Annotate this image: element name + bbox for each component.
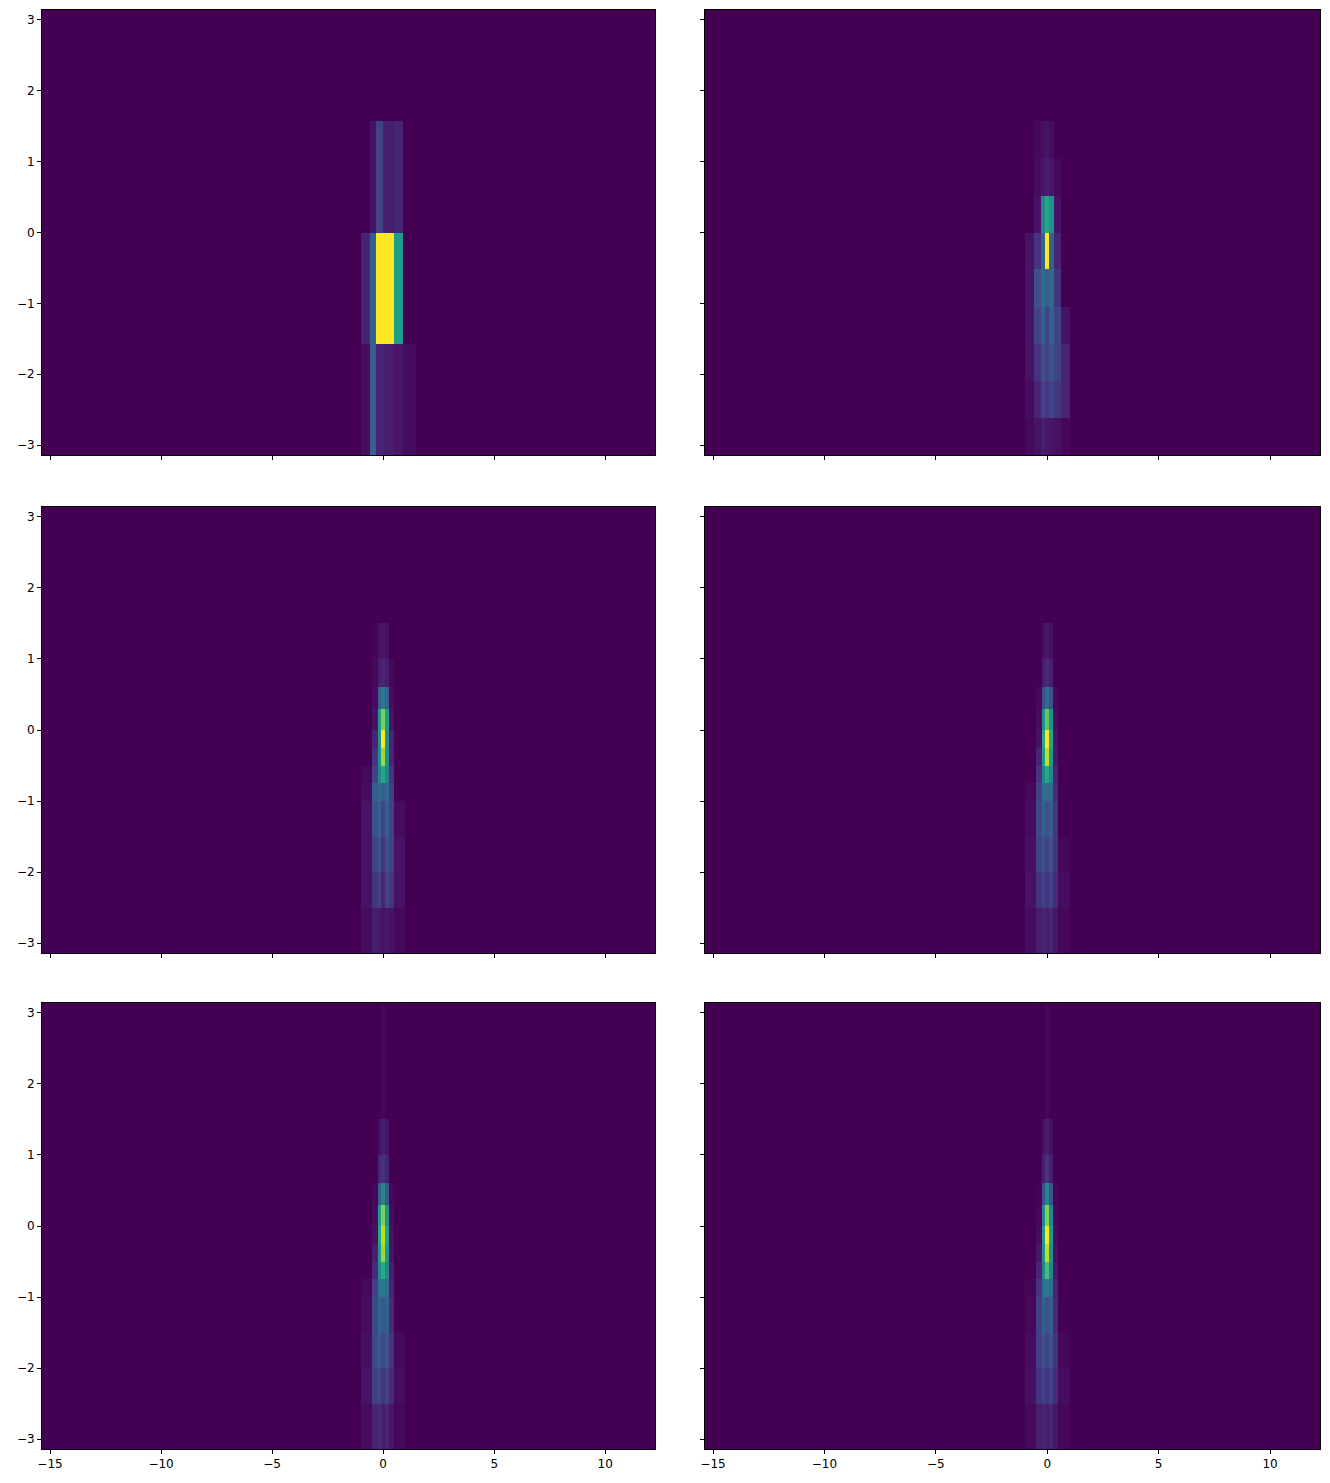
svg-text:5: 5 xyxy=(1155,1457,1163,1471)
svg-text:−5: −5 xyxy=(263,1457,281,1471)
svg-text:−15: −15 xyxy=(700,1457,725,1471)
svg-text:−10: −10 xyxy=(148,1457,173,1471)
svg-text:0: 0 xyxy=(1043,1457,1051,1471)
svg-text:−3: −3 xyxy=(17,1432,35,1446)
svg-text:2: 2 xyxy=(27,581,35,595)
svg-text:3: 3 xyxy=(27,1006,35,1020)
svg-text:−2: −2 xyxy=(17,367,35,381)
svg-text:−1: −1 xyxy=(17,1290,35,1304)
svg-text:−1: −1 xyxy=(17,297,35,311)
svg-text:10: 10 xyxy=(1262,1457,1277,1471)
svg-text:2: 2 xyxy=(27,1077,35,1091)
svg-text:−2: −2 xyxy=(17,865,35,879)
svg-text:0: 0 xyxy=(27,1219,35,1233)
svg-text:−2: −2 xyxy=(17,1361,35,1375)
svg-text:−15: −15 xyxy=(37,1457,62,1471)
svg-text:3: 3 xyxy=(27,13,35,27)
svg-text:−5: −5 xyxy=(927,1457,945,1471)
svg-text:−3: −3 xyxy=(17,936,35,950)
svg-text:−10: −10 xyxy=(812,1457,837,1471)
svg-text:3: 3 xyxy=(27,510,35,524)
svg-text:0: 0 xyxy=(27,723,35,737)
svg-text:0: 0 xyxy=(27,226,35,240)
svg-text:1: 1 xyxy=(27,1148,35,1162)
svg-text:0: 0 xyxy=(379,1457,387,1471)
svg-text:1: 1 xyxy=(27,652,35,666)
svg-text:5: 5 xyxy=(490,1457,498,1471)
svg-text:−3: −3 xyxy=(17,438,35,452)
svg-text:−1: −1 xyxy=(17,794,35,808)
svg-text:2: 2 xyxy=(27,84,35,98)
svg-text:1: 1 xyxy=(27,155,35,169)
svg-text:10: 10 xyxy=(598,1457,613,1471)
